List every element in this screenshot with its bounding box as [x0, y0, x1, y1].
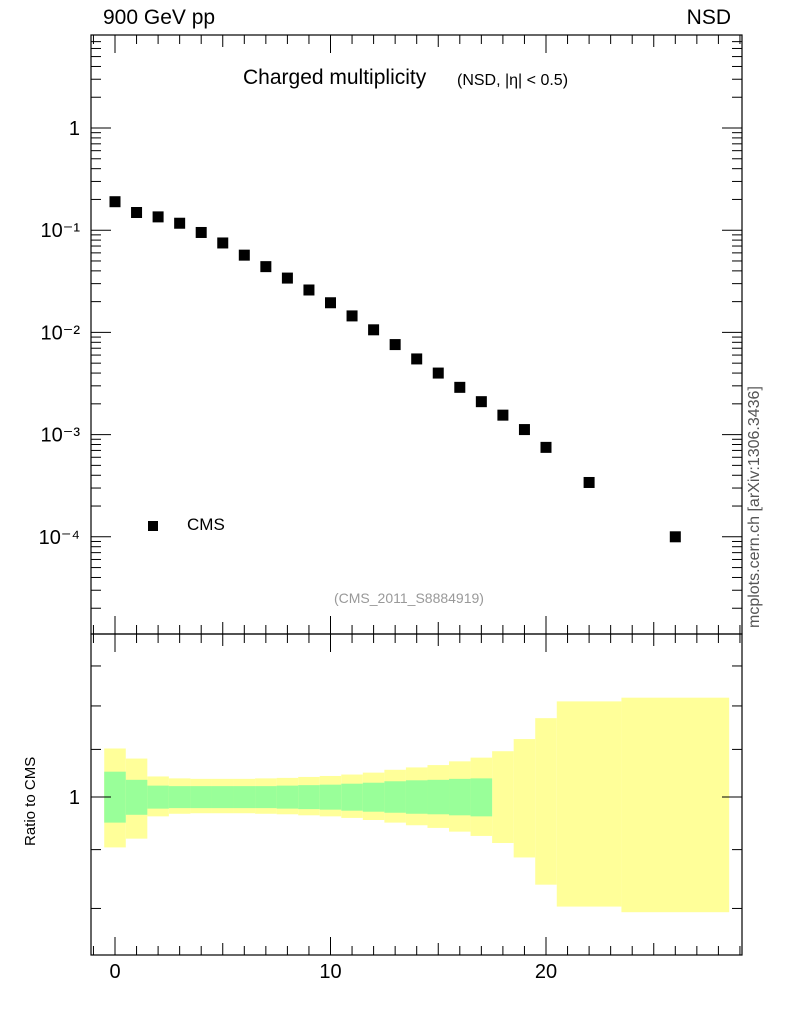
x-tick-label: 10	[319, 961, 341, 983]
side-credit: mcplots.cern.ch [arXiv:1306.3436]	[746, 386, 763, 628]
ratio-band-stat	[211, 786, 234, 809]
tick-label-group: 110⁻¹10⁻²10⁻³10⁻⁴10 10 20	[39, 118, 558, 983]
ratio-axis-label: Ratio to CMS	[22, 756, 39, 846]
data-point	[325, 297, 336, 309]
ratio-band-stat	[405, 780, 428, 814]
ratio-band-stat	[384, 781, 406, 813]
chart-subtitle: (NSD, |η| < 0.5)	[457, 72, 569, 89]
y-tick-label: 1	[69, 118, 80, 140]
data-point	[195, 226, 207, 238]
data-point	[669, 531, 681, 543]
x-tick-label: 20	[535, 961, 557, 983]
ratio-band-stat	[104, 771, 126, 823]
y-tick-label: 10⁻³	[41, 425, 81, 447]
ratio-band-stat	[319, 784, 342, 810]
data-point	[432, 367, 444, 379]
ratio-band-stat	[470, 778, 493, 817]
data-point	[174, 217, 186, 229]
data-point	[497, 409, 509, 421]
y-tick-label: 10⁻¹	[41, 220, 81, 242]
ratio-y-tick-label: 1	[69, 787, 80, 809]
ratio-band-stat	[276, 785, 299, 809]
data-point	[583, 476, 595, 488]
ratio-band-stat	[233, 786, 256, 809]
ratio-band-stat	[449, 778, 471, 816]
data-point	[518, 424, 530, 436]
ratio-band-stat	[298, 785, 320, 810]
ratio-band-stat	[147, 785, 169, 809]
data-point	[238, 249, 250, 261]
ratio-band-stat	[168, 786, 191, 809]
ratio-band-stat	[341, 783, 363, 811]
ratio-band-total	[535, 718, 557, 885]
data-point	[281, 272, 293, 284]
top-panel-ticks	[91, 35, 742, 634]
data-point	[540, 441, 552, 453]
data-point	[346, 310, 358, 322]
y-tick-label: 10⁻⁴	[39, 527, 80, 549]
process-label: NSD	[686, 6, 731, 29]
data-point	[389, 339, 401, 351]
x-tick-label: 0	[109, 961, 120, 983]
data-point	[260, 261, 272, 273]
ratio-band-stat	[362, 782, 385, 812]
data-point	[454, 381, 466, 393]
data-point	[303, 284, 315, 296]
data-point	[217, 237, 229, 249]
data-point	[368, 324, 380, 336]
data-point	[411, 353, 423, 365]
data-markers	[109, 196, 681, 543]
ratio-band-total	[621, 697, 730, 913]
ratio-panel-ticks	[91, 634, 742, 955]
ratio-band-total	[492, 751, 514, 844]
ratio-panel-frame	[90, 633, 743, 956]
ratio-band-group	[104, 697, 730, 913]
ratio-band-stat	[190, 786, 212, 809]
ratio-band-total	[513, 739, 536, 858]
legend-marker	[148, 521, 158, 531]
data-point	[152, 211, 164, 223]
top-panel-frame	[90, 34, 743, 635]
y-tick-label: 10⁻²	[41, 322, 81, 344]
energy-label: 900 GeV pp	[103, 6, 216, 29]
ratio-band-stat	[255, 786, 277, 809]
ratio-band-stat	[125, 779, 148, 815]
analysis-watermark: (CMS_2011_S8884919)	[334, 590, 484, 606]
legend-label: CMS	[187, 515, 225, 534]
data-point	[131, 207, 143, 219]
data-point	[109, 196, 121, 208]
ratio-band-total	[556, 701, 622, 907]
ratio-band-stat	[427, 779, 450, 815]
chart-title: Charged multiplicity	[243, 66, 427, 89]
data-point	[475, 396, 487, 408]
